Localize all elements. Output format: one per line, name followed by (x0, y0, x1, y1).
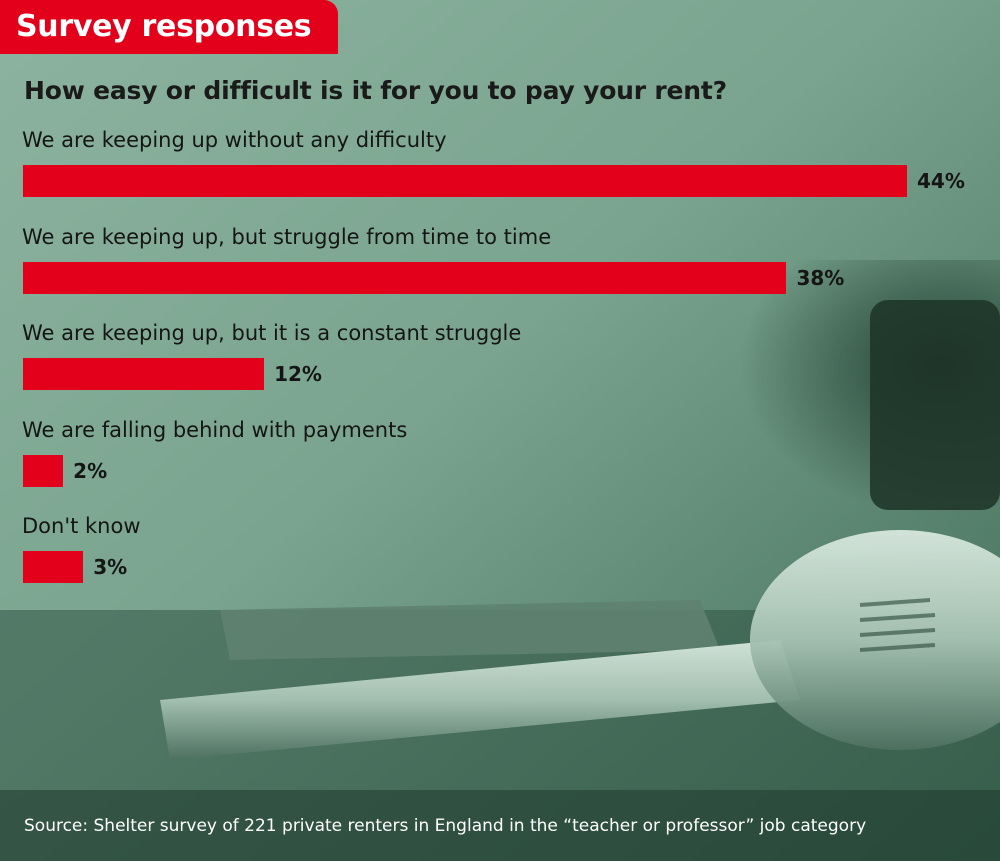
bar (23, 551, 84, 583)
category-label: Don't know (22, 514, 141, 538)
bar (23, 261, 787, 294)
source-note: Source: Shelter survey of 221 private re… (24, 816, 867, 836)
category-label: We are falling behind with payments (22, 417, 408, 442)
bar (23, 165, 907, 197)
category-label: We are keeping up without any difficulty (22, 128, 447, 152)
category-label: We are keeping up, but it is a constant … (22, 321, 522, 345)
value-label: 3% (93, 555, 128, 579)
value-label: 38% (796, 265, 845, 290)
value-label: 12% (274, 362, 322, 386)
value-label: 2% (73, 458, 108, 483)
bar (23, 358, 265, 390)
category-label: We are keeping up, but struggle from tim… (22, 224, 552, 249)
value-label: 44% (917, 169, 965, 193)
chart-title: How easy or difficult is it for you to p… (24, 76, 727, 105)
section-tag: Survey responses (0, 0, 338, 54)
bar (23, 454, 64, 487)
